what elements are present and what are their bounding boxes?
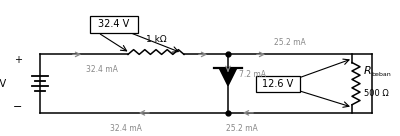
Text: 12.6 V: 12.6 V	[262, 79, 294, 89]
Text: 32.4 mA: 32.4 mA	[110, 124, 142, 133]
Text: 25.2 mA: 25.2 mA	[274, 38, 306, 47]
Text: R: R	[364, 66, 372, 76]
Text: 32.4 V: 32.4 V	[98, 19, 130, 30]
FancyBboxPatch shape	[90, 16, 138, 33]
Text: 32.4 mA: 32.4 mA	[86, 65, 118, 74]
Text: 7.2 mA: 7.2 mA	[239, 70, 266, 79]
FancyBboxPatch shape	[256, 76, 300, 92]
Text: −: −	[13, 102, 23, 112]
Text: 25.2 mA: 25.2 mA	[226, 124, 258, 133]
Polygon shape	[219, 68, 237, 86]
Text: 500 Ω: 500 Ω	[364, 89, 389, 98]
Text: +: +	[14, 55, 22, 65]
Text: 1 kΩ: 1 kΩ	[146, 35, 166, 44]
Text: 45 V: 45 V	[0, 79, 6, 89]
Text: beban: beban	[371, 72, 391, 77]
